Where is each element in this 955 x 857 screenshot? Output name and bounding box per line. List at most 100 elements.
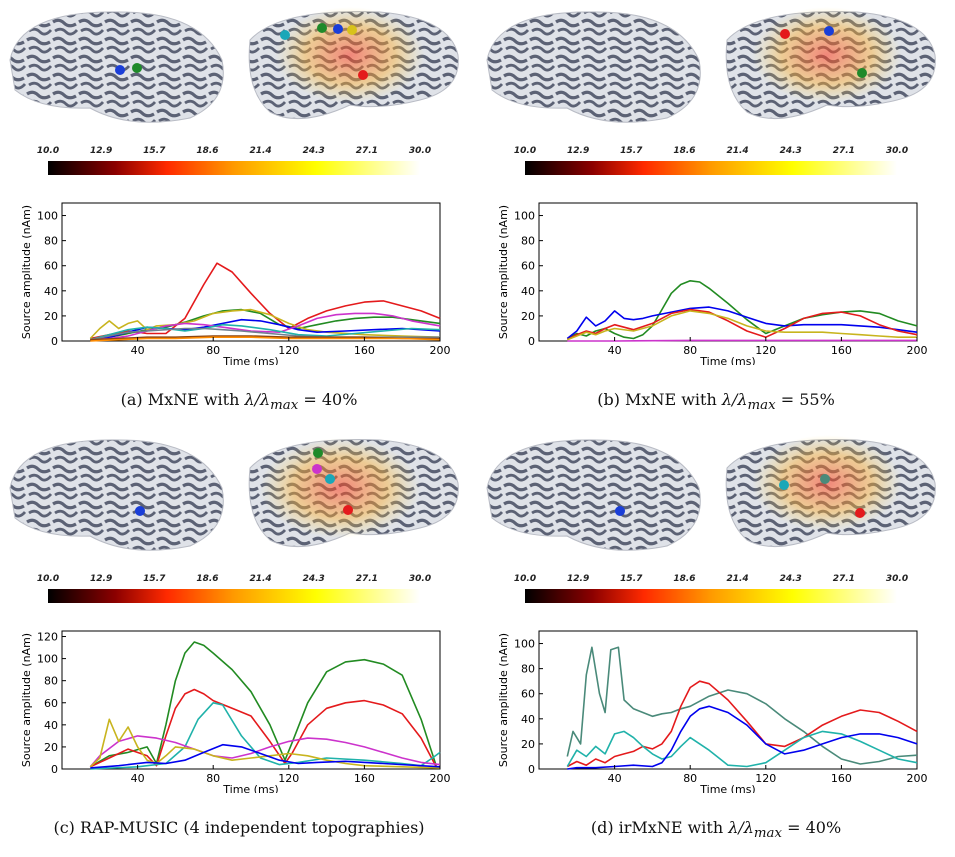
colorbar: 10.0 12.9 15.7 18.6 21.4 24.3 27.1 30.0 (477, 135, 955, 185)
source-dot (312, 464, 322, 474)
colorbar-tick-label: 18.6 (196, 574, 218, 584)
y-tick-label: 80 (521, 663, 535, 676)
colorbar-tick-label: 12.9 (90, 146, 112, 156)
series-line-2 (89, 308, 441, 340)
y-tick-label: 60 (521, 260, 535, 273)
y-tick-label: 80 (521, 235, 535, 248)
caption: (c) RAP-MUSIC (4 independent topographie… (53, 818, 425, 837)
source-dot (820, 474, 830, 484)
activation-overlay (275, 7, 425, 103)
series-line-2 (566, 730, 918, 768)
colorbar-tick-label: 21.4 (726, 574, 748, 584)
colorbar-tick-label: 24.3 (780, 146, 802, 156)
panel-c: 10.0 12.9 15.7 18.6 21.4 24.3 27.1 30.0 40 80 120… (0, 428, 478, 856)
y-tick-label: 40 (521, 285, 535, 298)
x-tick-label: 160 (354, 772, 375, 785)
source-dot (347, 25, 357, 35)
colorbar-tick-label: 24.3 (303, 146, 325, 156)
series-line-0 (89, 641, 437, 768)
brain-surface-figure (477, 428, 955, 563)
source-dot (343, 505, 353, 515)
plot-frame (61, 630, 441, 770)
source-dot (132, 63, 142, 73)
series-line-4 (89, 718, 441, 769)
y-tick-label: 20 (521, 738, 535, 751)
series-line-3 (90, 318, 441, 341)
panel-b: 10.0 12.9 15.7 18.6 21.4 24.3 27.1 30.0 40 80 120… (477, 0, 955, 428)
y-axis-label: Source amplitude (nAm) (20, 633, 33, 767)
colorbar: 10.0 12.9 15.7 18.6 21.4 24.3 27.1 30.0 (0, 563, 478, 613)
source-dot (855, 508, 865, 518)
x-tick-label: 200 (430, 772, 451, 785)
series-line-5 (90, 743, 441, 769)
colorbar-tick-label: 15.7 (620, 574, 643, 584)
colorbar-tick-label: 30.0 (409, 574, 431, 584)
brain-surface-figure (0, 0, 478, 135)
colorbar-tick-label: 15.7 (620, 146, 643, 156)
colorbar-tick-label: 24.3 (303, 574, 325, 584)
source-dot (313, 448, 323, 458)
y-tick-label: 20 (44, 310, 58, 323)
source-dot (615, 506, 625, 516)
y-tick-label: 100 (37, 653, 58, 666)
x-tick-label: 40 (608, 344, 622, 357)
right-hemisphere (248, 7, 459, 120)
series-line-0 (90, 262, 441, 340)
time-course-plot: 40 80 120 160 200 0 20 40 60 80 100 Time (ms) Source… (0, 185, 478, 368)
x-tick-label: 40 (131, 344, 145, 357)
x-tick-label: 80 (206, 772, 220, 785)
source-dot (115, 65, 125, 75)
source-dot (358, 70, 368, 80)
x-tick-label: 200 (430, 344, 451, 357)
y-axis-label: Source amplitude (nAm) (497, 633, 510, 767)
colorbar-tick-label: 18.6 (673, 146, 695, 156)
y-tick-label: 120 (37, 631, 58, 644)
y-tick-label: 100 (514, 638, 535, 651)
colorbar-tick-label: 27.1 (356, 574, 378, 584)
x-tick-label: 120 (755, 344, 776, 357)
y-tick-label: 40 (521, 713, 535, 726)
plot-frame (61, 202, 441, 342)
y-tick-label: 20 (44, 741, 58, 754)
colorbar-tick-label: 12.9 (567, 146, 589, 156)
source-dot (780, 29, 790, 39)
activation-overlay (752, 7, 902, 103)
y-tick-label: 40 (44, 719, 58, 732)
x-axis-label: Time (ms) (699, 355, 755, 365)
x-axis-label: Time (ms) (699, 783, 755, 793)
y-axis-label: Source amplitude (nAm) (20, 205, 33, 339)
series-line-0 (566, 646, 918, 765)
colorbar-tick-label: 30.0 (409, 146, 431, 156)
panel-a: 10.0 12.9 15.7 18.6 21.4 24.3 27.1 30.0 40 80 120… (0, 0, 478, 428)
y-tick-label: 20 (521, 310, 535, 323)
caption: (d) irMxNE with λ/λmax = 40% (590, 818, 842, 842)
series-line-4 (567, 339, 917, 342)
right-hemisphere (725, 435, 936, 548)
brain-surface-figure (0, 428, 478, 563)
colorbar-tick-label: 10.0 (37, 146, 59, 156)
left-hemisphere (9, 439, 224, 551)
source-dot (779, 480, 789, 490)
time-course-plot: 40 80 120 160 200 0 20 40 60 80 100 120 Time (ms) Sou… (0, 613, 478, 796)
series-line-3 (89, 735, 441, 768)
colorbar-tick-label: 27.1 (833, 574, 855, 584)
y-tick-label: 80 (44, 235, 58, 248)
series-line-1 (566, 680, 918, 768)
colorbar-tick-label: 15.7 (143, 146, 166, 156)
source-dot (317, 23, 327, 33)
y-tick-label: 0 (51, 335, 58, 348)
y-tick-label: 0 (51, 763, 58, 776)
colorbar-tick-label: 24.3 (780, 574, 802, 584)
colorbar-tick-label: 10.0 (514, 574, 536, 584)
x-tick-label: 120 (755, 772, 776, 785)
x-axis-label: Time (ms) (222, 355, 278, 365)
colorbar-tick-label: 10.0 (37, 574, 59, 584)
series-line-1 (566, 306, 918, 340)
activation-overlay (260, 438, 420, 538)
plot-frame (538, 630, 918, 770)
time-course-plot: 40 80 120 160 200 0 20 40 60 80 100 Time (ms) Source… (477, 185, 955, 368)
x-tick-label: 40 (608, 772, 622, 785)
colorbar-tick-label: 12.9 (567, 574, 589, 584)
x-tick-label: 160 (354, 344, 375, 357)
y-axis-label: Source amplitude (nAm) (497, 205, 510, 339)
